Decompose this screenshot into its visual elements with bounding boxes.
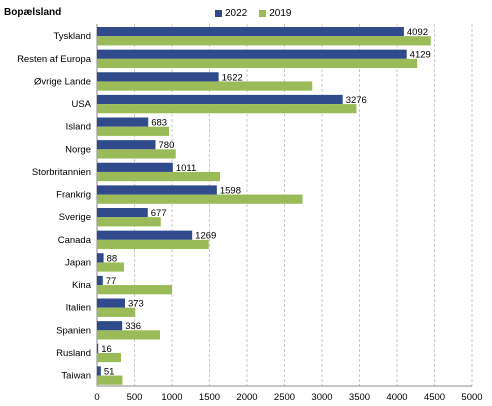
bar-2022: [97, 140, 156, 150]
x-tick-label: 3000: [311, 392, 332, 403]
bar-2022: [97, 343, 99, 353]
bar-2019: [97, 126, 169, 136]
data-label-2022: 1269: [195, 231, 216, 242]
data-label-2022: 4092: [407, 27, 428, 38]
legend-label-2022: 2022: [225, 8, 248, 19]
bar-2022: [97, 366, 101, 376]
data-label-2022: 336: [125, 321, 141, 332]
bar-2019: [97, 217, 161, 227]
data-label-2022: 1598: [220, 185, 241, 196]
x-tick-label: 0: [94, 392, 99, 403]
category-label: Island: [66, 122, 91, 133]
x-tick-label: 4000: [386, 392, 407, 403]
data-label-2022: 1622: [222, 72, 243, 83]
bar-2022: [97, 253, 104, 263]
x-tick-label: 5000: [461, 392, 482, 403]
x-tick-label: 1500: [199, 392, 220, 403]
bar-2022: [97, 298, 125, 308]
category-label: Norge: [65, 144, 91, 155]
category-label: Rusland: [56, 348, 91, 359]
bar-2019: [97, 171, 220, 182]
legend-swatch-2022: [215, 10, 222, 17]
data-label-2022: 780: [159, 140, 175, 151]
bar-2022: [97, 162, 173, 172]
x-tick-label: 3500: [349, 392, 370, 403]
x-tick-label: 4500: [424, 392, 445, 403]
data-label-2022: 1011: [176, 163, 196, 174]
category-label: Spanien: [56, 325, 91, 336]
bar-2022: [97, 208, 148, 218]
bar-2019: [97, 307, 136, 317]
category-label: Kina: [72, 280, 92, 291]
data-label-2022: 88: [107, 253, 118, 264]
bar-2019: [97, 352, 121, 363]
data-label-2022: 77: [106, 276, 117, 287]
bar-2022: [97, 185, 217, 195]
legend-label-2019: 2019: [269, 8, 292, 19]
legend-item-2022: 2022: [215, 8, 247, 19]
data-label-2022: 51: [104, 366, 115, 377]
bar-2022: [97, 230, 193, 240]
chart-title: Bopælsland: [4, 7, 62, 18]
bar-2019: [97, 36, 431, 46]
data-label-2022: 4129: [410, 50, 431, 61]
category-label: USA: [71, 99, 91, 110]
x-tick-label: 1000: [161, 392, 182, 403]
bar-2019: [97, 194, 303, 204]
data-label-2022: 3276: [346, 95, 367, 106]
bar-2019: [97, 285, 172, 295]
bar-2022: [97, 49, 407, 59]
category-label: Tyskland: [54, 31, 92, 42]
x-tick-label: 2000: [236, 392, 257, 403]
bar-2019: [97, 104, 357, 114]
bar-2022: [97, 321, 123, 331]
category-label: Italien: [66, 303, 91, 314]
bar-2019: [97, 330, 160, 340]
category-label: Storbritannien: [32, 167, 91, 178]
category-label: Canada: [58, 235, 92, 246]
bar-2019: [97, 239, 209, 250]
bar-2019: [97, 58, 418, 69]
bar-2019: [97, 149, 176, 159]
bar-2019: [97, 81, 313, 91]
legend: 2022 2019: [215, 8, 292, 19]
legend-swatch-2019: [259, 10, 267, 17]
bar-2022: [97, 94, 343, 105]
data-label-2022: 373: [128, 299, 144, 310]
bar-2019: [97, 262, 124, 272]
data-label-2022: 677: [151, 208, 167, 219]
data-label-2022: 683: [151, 118, 167, 129]
category-label: Japan: [65, 257, 91, 268]
data-label-2022: 16: [101, 344, 112, 355]
legend-item-2019: 2019: [259, 8, 292, 19]
bar-2022: [97, 117, 149, 127]
bar-2022: [97, 72, 219, 82]
category-label: Resten af Europa: [17, 54, 92, 65]
x-tick-label: 500: [127, 392, 143, 403]
category-label: Taiwan: [61, 371, 91, 382]
x-tick-label: 2500: [274, 392, 295, 403]
category-label: Øvrige Lande: [34, 76, 91, 87]
bar-2019: [97, 375, 123, 385]
bar-2022: [97, 275, 103, 286]
bar-2022: [97, 27, 404, 37]
category-label: Sverige: [59, 212, 91, 223]
category-label: Frankrig: [56, 190, 91, 201]
